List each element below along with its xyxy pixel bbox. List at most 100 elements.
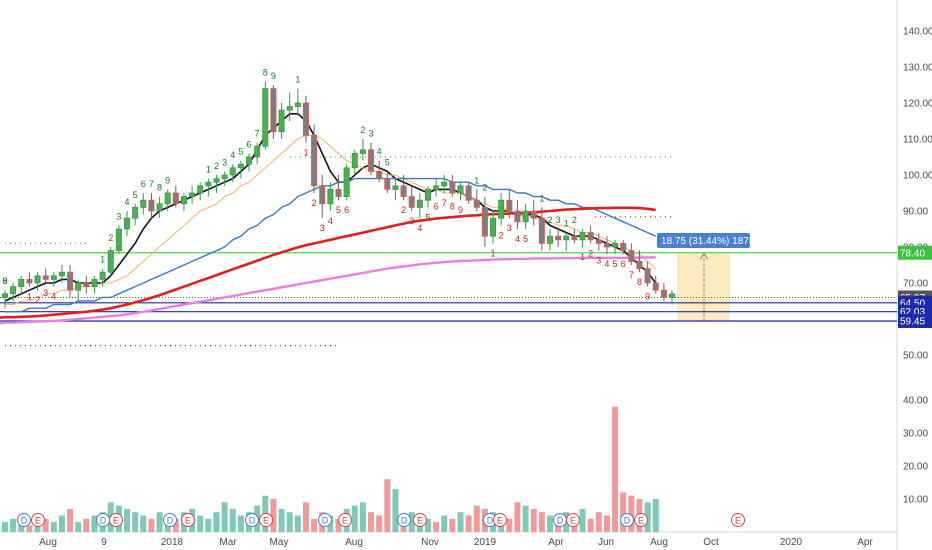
candle[interactable] xyxy=(555,235,562,241)
candle[interactable] xyxy=(449,181,456,194)
candle[interactable] xyxy=(327,188,334,205)
candle[interactable] xyxy=(189,192,196,197)
candle[interactable] xyxy=(506,199,513,212)
candle[interactable] xyxy=(400,185,407,198)
candle[interactable] xyxy=(351,152,358,169)
candle[interactable] xyxy=(644,268,651,284)
candle[interactable] xyxy=(18,278,25,287)
candle[interactable] xyxy=(473,199,480,208)
candle[interactable] xyxy=(164,192,171,205)
candle[interactable] xyxy=(546,235,553,244)
candle[interactable] xyxy=(563,235,570,241)
candle[interactable] xyxy=(205,181,212,187)
candle[interactable] xyxy=(335,188,342,197)
candle[interactable] xyxy=(2,293,8,298)
dividend-icon[interactable] xyxy=(318,513,332,527)
dividend-icon[interactable] xyxy=(17,513,31,527)
candle[interactable] xyxy=(392,185,399,190)
earnings-icon[interactable] xyxy=(259,513,273,527)
candle[interactable] xyxy=(180,196,187,205)
candle[interactable] xyxy=(359,149,366,154)
dividend-icon[interactable] xyxy=(163,513,177,527)
candle[interactable] xyxy=(229,167,236,176)
candle[interactable] xyxy=(58,271,65,277)
candle[interactable] xyxy=(311,134,318,187)
candle[interactable] xyxy=(237,163,244,169)
candle[interactable] xyxy=(132,206,139,219)
candle[interactable] xyxy=(294,102,301,107)
candle[interactable] xyxy=(376,170,383,179)
candle[interactable] xyxy=(83,282,90,287)
candle[interactable] xyxy=(172,192,179,205)
candle[interactable] xyxy=(67,271,74,291)
candle[interactable] xyxy=(579,232,586,241)
candle[interactable] xyxy=(254,145,261,158)
candle[interactable] xyxy=(368,149,375,172)
candle[interactable] xyxy=(246,156,253,165)
candle[interactable] xyxy=(498,199,505,219)
candle[interactable] xyxy=(221,174,228,179)
candle[interactable] xyxy=(197,185,204,194)
candle[interactable] xyxy=(115,228,122,252)
candle[interactable] xyxy=(270,88,277,133)
candle[interactable] xyxy=(26,278,33,284)
candle[interactable] xyxy=(10,286,17,295)
candle[interactable] xyxy=(424,188,431,201)
candle[interactable] xyxy=(34,275,41,284)
candle[interactable] xyxy=(457,185,464,194)
candle[interactable] xyxy=(408,196,415,208)
candle[interactable] xyxy=(343,167,350,198)
candle[interactable] xyxy=(433,185,440,190)
candle[interactable] xyxy=(628,250,635,262)
dividend-icon[interactable] xyxy=(245,513,259,527)
candle[interactable] xyxy=(416,199,423,208)
earnings-icon[interactable] xyxy=(566,513,580,527)
dividend-icon[interactable] xyxy=(397,513,411,527)
candle[interactable] xyxy=(595,239,602,244)
candle[interactable] xyxy=(636,260,643,269)
candle[interactable] xyxy=(99,271,106,280)
dividend-icon[interactable] xyxy=(620,513,634,527)
candle[interactable] xyxy=(319,185,326,205)
candle[interactable] xyxy=(538,217,545,244)
candle[interactable] xyxy=(441,181,448,187)
earnings-icon[interactable] xyxy=(493,513,507,527)
candle[interactable] xyxy=(465,185,472,201)
candle[interactable] xyxy=(669,293,676,298)
candle[interactable] xyxy=(213,178,220,183)
candle[interactable] xyxy=(660,289,667,298)
earnings-icon[interactable] xyxy=(181,513,195,527)
candle[interactable] xyxy=(481,206,488,237)
candle[interactable] xyxy=(514,210,521,223)
candle[interactable] xyxy=(530,210,537,219)
candle[interactable] xyxy=(107,250,114,273)
candle[interactable] xyxy=(612,242,619,248)
earnings-icon[interactable] xyxy=(413,513,427,527)
earnings-icon[interactable] xyxy=(634,513,648,527)
candle[interactable] xyxy=(587,232,594,241)
earnings-icon[interactable] xyxy=(31,513,45,527)
candle[interactable] xyxy=(286,106,293,111)
earnings-icon[interactable] xyxy=(338,513,352,527)
candle[interactable] xyxy=(603,242,610,248)
candle[interactable] xyxy=(148,199,155,212)
candle[interactable] xyxy=(50,275,57,280)
candle[interactable] xyxy=(91,278,98,287)
candle[interactable] xyxy=(124,217,131,230)
candle[interactable] xyxy=(302,102,309,136)
candle[interactable] xyxy=(278,109,285,133)
candle[interactable] xyxy=(156,203,163,212)
candle[interactable] xyxy=(75,282,82,291)
candle[interactable] xyxy=(262,88,269,147)
candle[interactable] xyxy=(490,217,497,237)
candle[interactable] xyxy=(620,242,627,251)
candle[interactable] xyxy=(42,275,49,280)
candle[interactable] xyxy=(652,282,659,291)
candle[interactable] xyxy=(522,210,529,223)
earnings-icon[interactable] xyxy=(109,513,123,527)
candle[interactable] xyxy=(384,178,391,190)
candle[interactable] xyxy=(571,235,578,241)
candle[interactable] xyxy=(140,199,147,208)
earnings-icon[interactable] xyxy=(731,513,745,527)
